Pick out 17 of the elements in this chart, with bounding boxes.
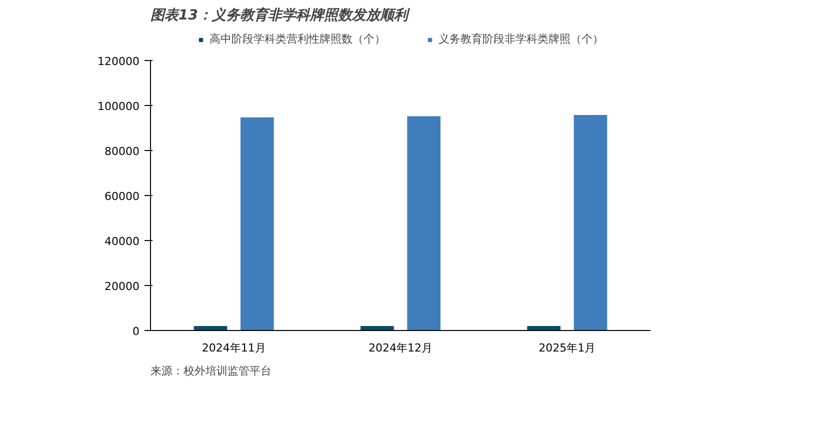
bar bbox=[574, 114, 608, 330]
y-tick-label: 100000 bbox=[98, 100, 140, 113]
y-tick-label: 80000 bbox=[104, 145, 140, 158]
x-tick-label: 2024年12月 bbox=[368, 342, 433, 354]
y-tick-label: 0 bbox=[132, 325, 140, 338]
legend-label: 义务教育阶段非学科类牌照（个） bbox=[438, 32, 604, 46]
legend-label: 高中阶段学科类营利性牌照数（个） bbox=[210, 32, 386, 46]
y-tick-label: 20000 bbox=[104, 280, 140, 293]
source-note: 来源：校外培训监管平台 bbox=[150, 364, 272, 378]
bar bbox=[407, 116, 440, 330]
y-tick-label: 40000 bbox=[104, 235, 140, 248]
y-tick-label: 120000 bbox=[98, 55, 140, 68]
y-tick-label: 60000 bbox=[104, 190, 140, 203]
chart-title: 图表13：义务教育非学科牌照数发放顺利 bbox=[150, 6, 411, 24]
x-tick-label: 2024年11月 bbox=[202, 342, 266, 354]
x-tick-label: 2025年1月 bbox=[538, 342, 596, 354]
bar bbox=[240, 117, 274, 330]
